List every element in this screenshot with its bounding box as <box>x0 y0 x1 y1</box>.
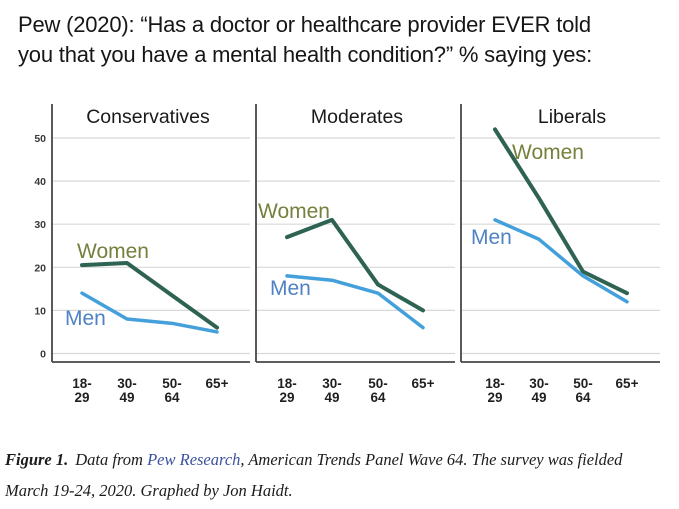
x-tick-label: 49 <box>324 390 339 405</box>
x-tick-label: 50- <box>573 376 593 391</box>
conservatives-women-label: Women <box>77 240 149 263</box>
y-tick-label: 40 <box>34 176 46 188</box>
y-tick-label: 0 <box>40 349 46 361</box>
conservatives-women-line <box>80 260 219 330</box>
x-tick-label: 49 <box>531 390 546 405</box>
y-tick-label: 10 <box>34 305 46 317</box>
liberals-women-line <box>493 127 629 296</box>
chart-title-line-2: you that you have a mental health condit… <box>18 42 593 67</box>
conservatives-men-line <box>80 291 219 334</box>
x-tick-label: 30- <box>117 376 137 391</box>
liberals-men-line <box>493 218 629 304</box>
panel-title: Moderates <box>311 106 403 128</box>
panel-title: Conservatives <box>86 106 210 128</box>
moderates-men-line <box>285 274 425 330</box>
chart-title-line-1: Pew (2020): “Has a doctor or healthcare … <box>18 12 591 37</box>
x-tick-label: 64 <box>164 390 180 405</box>
caption-line-1: Figure 1. Data from Pew Research, America… <box>5 444 677 475</box>
x-tick-label: 18- <box>277 376 297 391</box>
x-tick-label: 29 <box>74 390 89 405</box>
x-tick-label: 18- <box>485 376 505 391</box>
moderates-men-label: Men <box>270 277 311 300</box>
caption-line-2: March 19-24, 2020. Graphed by Jon Haidt. <box>5 481 293 500</box>
x-tick-label: 30- <box>322 376 342 391</box>
liberals-men-label: Men <box>471 226 512 249</box>
x-tick-label: 29 <box>487 390 502 405</box>
y-tick-label: 30 <box>34 219 46 231</box>
chart-title: Pew (2020): “Has a doctor or healthcare … <box>18 10 592 70</box>
x-tick-label: 29 <box>279 390 294 405</box>
y-tick-label: 20 <box>34 262 46 274</box>
moderates-women-line <box>285 217 425 313</box>
liberals-women-label: Women <box>512 141 584 164</box>
panel-title: Liberals <box>538 106 607 128</box>
x-tick-label: 65+ <box>616 376 639 391</box>
x-tick-label: 49 <box>119 390 134 405</box>
x-tick-label: 50- <box>368 376 388 391</box>
caption-text-post: , American Trends Panel Wave 64. The sur… <box>240 450 623 469</box>
x-tick-label: 64 <box>370 390 386 405</box>
x-tick-label: 64 <box>575 390 591 405</box>
moderates-women-label: Women <box>258 200 330 223</box>
x-tick-label: 65+ <box>206 376 229 391</box>
y-tick-label: 50 <box>34 133 46 145</box>
x-tick-label: 30- <box>529 376 549 391</box>
figure-caption: Figure 1. Data from Pew Research, America… <box>5 444 677 506</box>
pew-research-link[interactable]: Pew Research <box>147 450 241 469</box>
caption-text-pre: Data from <box>75 450 148 469</box>
conservatives-men-label: Men <box>65 307 106 330</box>
x-tick-label: 65+ <box>412 376 435 391</box>
figure-label: Figure 1. <box>5 450 69 469</box>
x-tick-label: 50- <box>162 376 182 391</box>
x-tick-label: 18- <box>72 376 92 391</box>
